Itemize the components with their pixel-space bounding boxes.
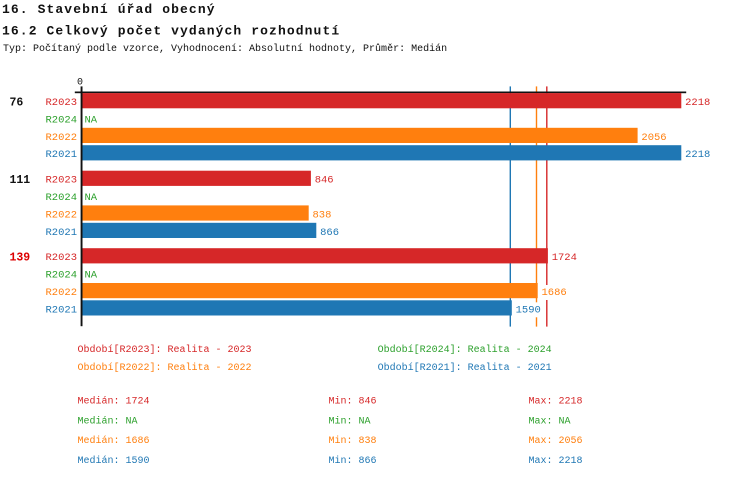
svg-text:R2024: R2024 <box>45 192 77 204</box>
svg-text:0: 0 <box>77 78 83 89</box>
svg-text:R2022: R2022 <box>45 287 77 299</box>
svg-text:R2021: R2021 <box>45 149 77 161</box>
svg-text:Období[R2023]: Realita - 2023: Období[R2023]: Realita - 2023 <box>78 344 252 356</box>
svg-text:Max: 2056: Max: 2056 <box>529 436 583 447</box>
svg-text:16. Stavební úřad obecný: 16. Stavební úřad obecný <box>2 2 216 17</box>
svg-text:16.2 Celkový počet vydaných ro: 16.2 Celkový počet vydaných rozhodnutí <box>2 23 340 38</box>
svg-text:R2024: R2024 <box>45 270 77 282</box>
svg-text:139: 139 <box>10 251 31 264</box>
svg-text:Medián: 1686: Medián: 1686 <box>78 435 150 447</box>
svg-text:1590: 1590 <box>516 304 541 316</box>
svg-text:Medián: NA: Medián: NA <box>78 415 138 427</box>
svg-text:R2023: R2023 <box>45 252 77 264</box>
svg-text:Období[R2021]: Realita - 2021: Období[R2021]: Realita - 2021 <box>378 362 552 374</box>
svg-text:Medián: 1724: Medián: 1724 <box>78 396 150 408</box>
svg-text:Min: NA: Min: NA <box>329 415 371 427</box>
svg-text:NA: NA <box>85 270 98 282</box>
svg-text:2056: 2056 <box>641 132 666 144</box>
svg-text:76: 76 <box>10 96 24 109</box>
svg-text:1724: 1724 <box>552 252 577 264</box>
svg-text:R2021: R2021 <box>45 304 77 316</box>
svg-text:Max: NA: Max: NA <box>529 416 571 427</box>
svg-text:Min: 846: Min: 846 <box>329 396 377 408</box>
svg-text:111: 111 <box>10 174 31 187</box>
svg-text:Max: 2218: Max: 2218 <box>529 456 583 467</box>
svg-text:2218: 2218 <box>685 149 710 161</box>
svg-text:R2023: R2023 <box>45 175 77 187</box>
svg-text:R2022: R2022 <box>45 209 77 221</box>
svg-text:R2021: R2021 <box>45 227 77 239</box>
svg-text:NA: NA <box>85 115 98 127</box>
svg-text:R2022: R2022 <box>45 132 77 144</box>
svg-text:NA: NA <box>85 192 98 204</box>
svg-text:Medián: 1590: Medián: 1590 <box>78 455 150 467</box>
svg-text:846: 846 <box>315 175 334 187</box>
svg-text:Min: 866: Min: 866 <box>329 455 377 467</box>
svg-text:Max: 2218: Max: 2218 <box>529 397 583 408</box>
svg-text:1686: 1686 <box>542 287 567 299</box>
svg-text:Období[R2022]: Realita - 2022: Období[R2022]: Realita - 2022 <box>78 362 252 374</box>
svg-text:R2024: R2024 <box>45 115 77 127</box>
svg-text:Min: 838: Min: 838 <box>329 435 377 447</box>
svg-text:866: 866 <box>320 227 339 239</box>
svg-text:2218: 2218 <box>685 97 710 109</box>
svg-text:R2023: R2023 <box>45 97 77 109</box>
svg-text:838: 838 <box>313 209 332 221</box>
svg-text:Typ: Počítaný podle vzorce, Vy: Typ: Počítaný podle vzorce, Vyhodnocení:… <box>3 42 447 55</box>
svg-text:Období[R2024]: Realita - 2024: Období[R2024]: Realita - 2024 <box>378 344 552 356</box>
